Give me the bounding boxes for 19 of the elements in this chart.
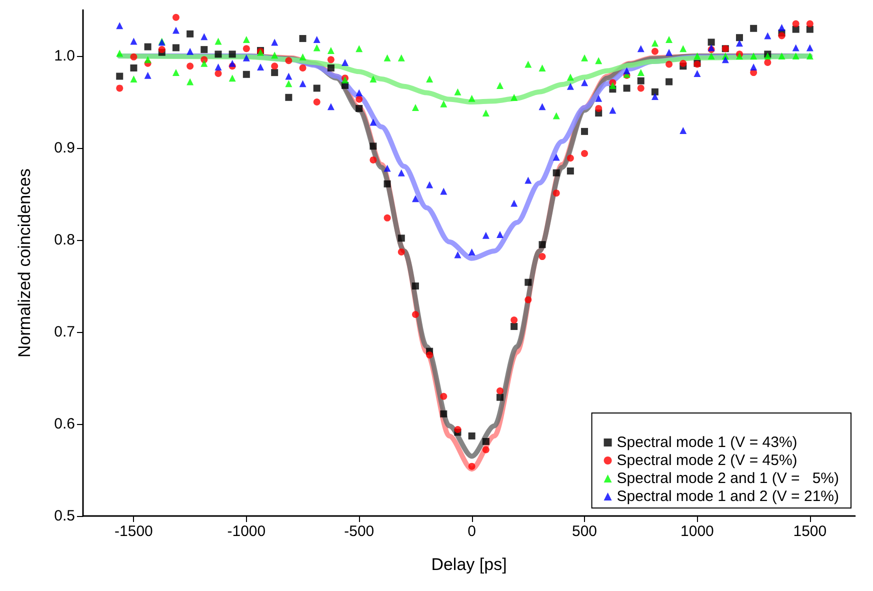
y-tick-label: 1.0 bbox=[54, 48, 75, 64]
legend-label: Spectral mode 2 (V = 45%) bbox=[616, 452, 798, 469]
legend-label: Spectral mode 2 and 1 (V = 5%) bbox=[616, 470, 839, 487]
y-axis-title: Normalized coincidences bbox=[15, 168, 34, 358]
y-tick-label: 0.6 bbox=[54, 416, 75, 432]
x-tick-label: -1000 bbox=[227, 523, 266, 540]
y-tick-label: 0.9 bbox=[54, 140, 75, 156]
legend-label: Spectral mode 1 and 2 (V = 21%) bbox=[616, 488, 840, 505]
y-tick-label: 0.5 bbox=[54, 508, 75, 524]
y-tick-label: 0.7 bbox=[54, 324, 75, 340]
x-tick-label: 500 bbox=[572, 523, 598, 540]
x-tick-label: 1500 bbox=[793, 523, 827, 540]
x-axis-title: Delay [ps] bbox=[431, 555, 507, 574]
x-tick-label: -500 bbox=[344, 523, 374, 540]
x-tick-label: 1000 bbox=[680, 523, 714, 540]
legend-label: Spectral mode 1 (V = 43%) bbox=[616, 434, 798, 451]
y-tick-label: 0.8 bbox=[54, 232, 75, 248]
x-tick-label: -1500 bbox=[114, 523, 153, 540]
x-tick-label: 0 bbox=[468, 523, 476, 540]
